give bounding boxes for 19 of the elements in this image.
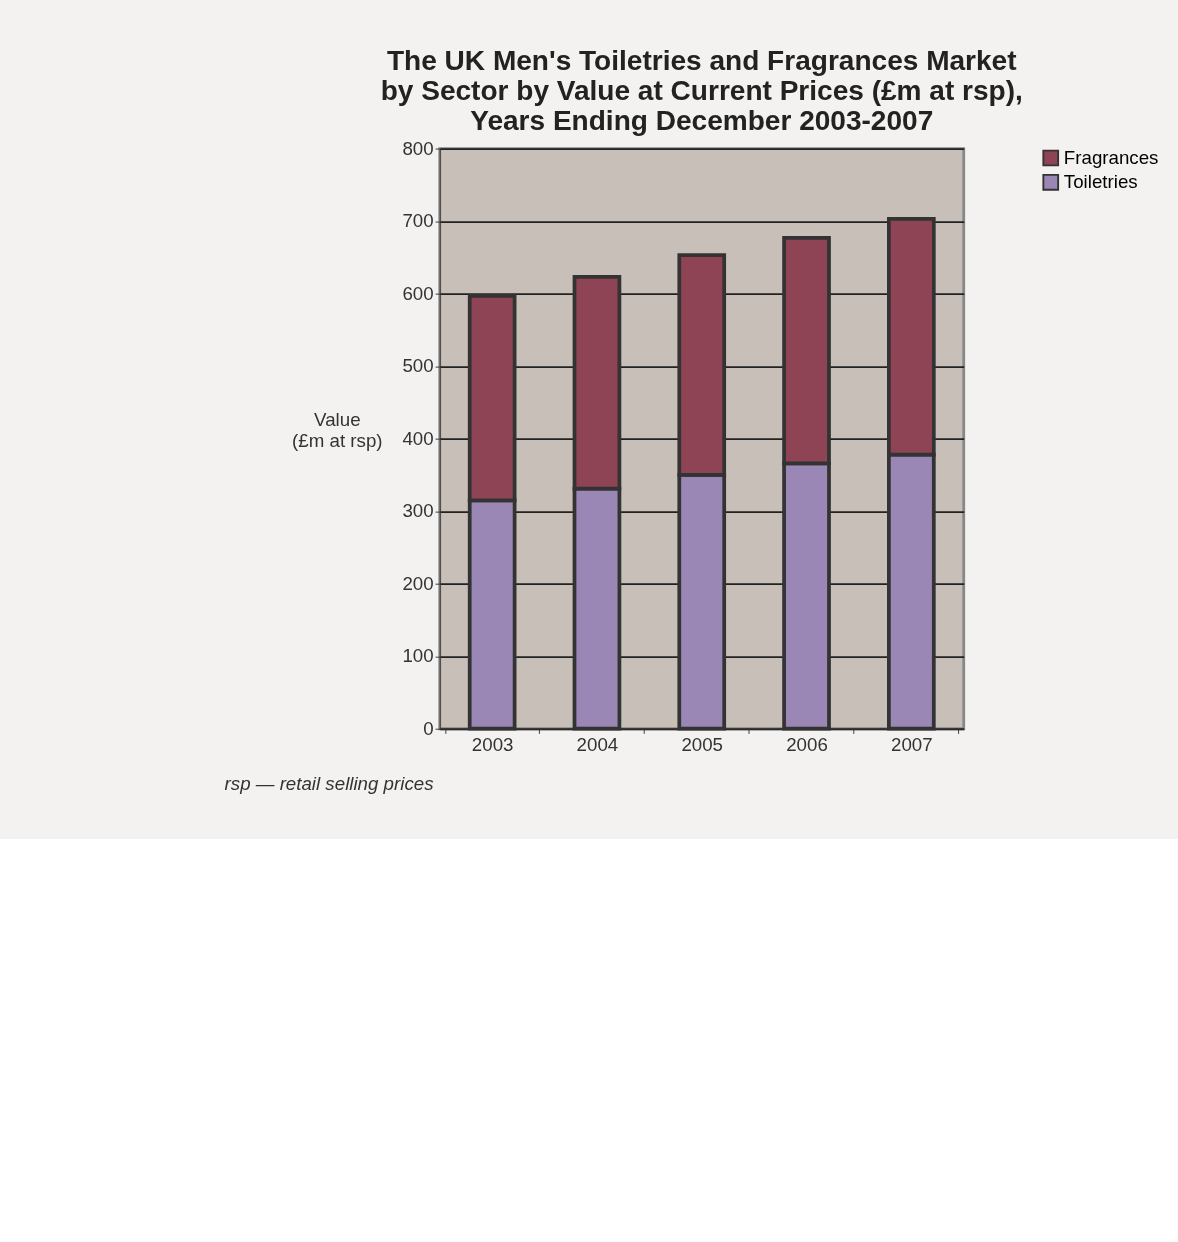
x-tick-label: 2005 <box>681 733 724 755</box>
y-tick-label: 100 <box>402 645 434 667</box>
x-tick-label: 2003 <box>471 733 514 755</box>
y-tick-label: 800 <box>402 137 434 159</box>
legend-label: Toiletries <box>1063 170 1138 192</box>
x-tick-label: 2004 <box>576 733 619 755</box>
x-tick-label: 2007 <box>891 733 933 755</box>
y-axis-title: Value (£m at rsp) <box>292 409 383 451</box>
legend-label: Fragrances <box>1063 146 1159 168</box>
y-tick-label: 600 <box>402 282 434 304</box>
x-tick-label: 2006 <box>786 733 828 755</box>
y-tick-label: 0 <box>423 717 434 739</box>
chart-title: The UK Men's Toiletries and Fragrances Market by Sector by Value at Current Prices (£m at rsp), Years Ending December 2003-2007 <box>380 45 1023 136</box>
y-tick-label: 200 <box>402 572 434 594</box>
y-tick-label: 500 <box>402 355 434 377</box>
y-tick-label: 700 <box>402 210 434 232</box>
text: rsp — retail selling prices <box>224 772 434 794</box>
y-tick-label: 300 <box>402 500 434 522</box>
y-tick-label: 400 <box>402 427 434 449</box>
